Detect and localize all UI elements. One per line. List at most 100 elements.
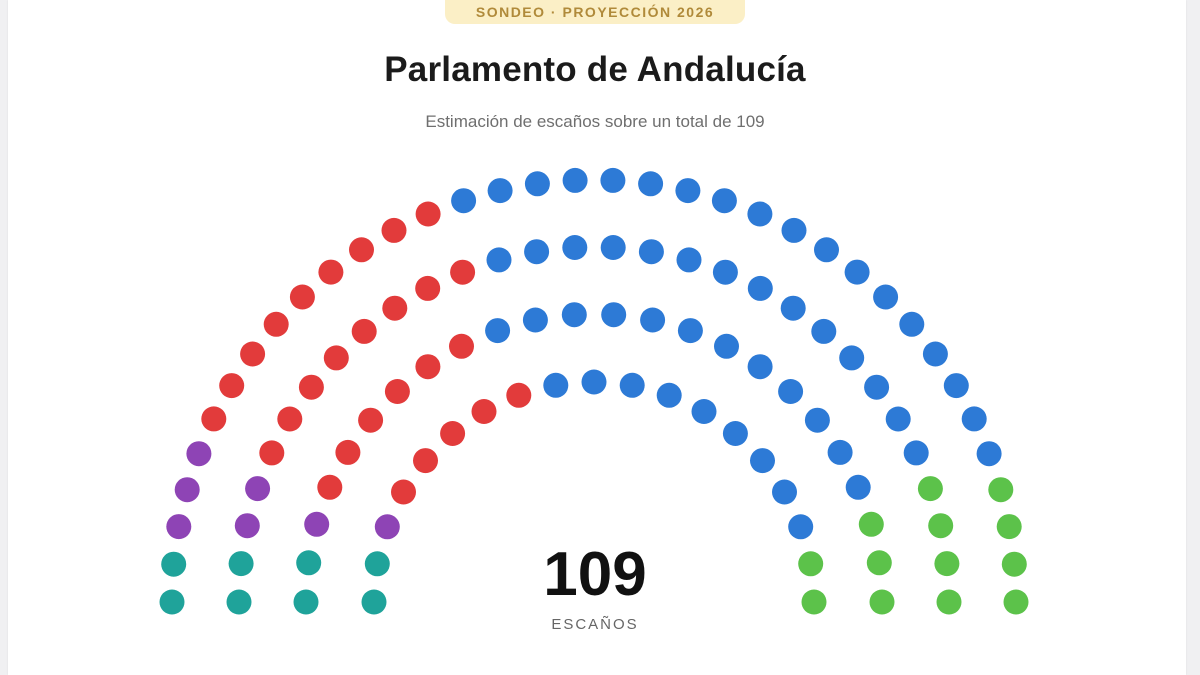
seat-dot: [866, 550, 892, 576]
seat-dot: [174, 477, 200, 503]
seat-dot: [936, 589, 962, 615]
seat-dot: [600, 167, 626, 193]
seat-dot: [186, 441, 212, 467]
seat-dot: [928, 513, 954, 539]
seat-dot: [349, 237, 374, 263]
seat-dot: [506, 382, 532, 408]
total-seats-value: 109: [543, 540, 647, 609]
seat-dot: [259, 440, 285, 466]
seat-dot: [747, 275, 773, 301]
seat-dot: [298, 374, 324, 400]
chart-subtitle: Estimación de escaños sobre un total de …: [425, 112, 765, 131]
seat-dot: [640, 307, 666, 333]
seat-dot: [845, 474, 871, 500]
seat-dot: [318, 259, 344, 285]
seat-dot: [450, 259, 476, 285]
seat-dot: [885, 406, 911, 432]
seat-dot: [234, 513, 260, 539]
seat-dot: [381, 217, 407, 243]
seat-dot: [364, 551, 390, 577]
seat-dot: [289, 284, 315, 310]
total-seats-label: ESCAÑOS: [551, 616, 639, 633]
seat-dot: [561, 302, 587, 328]
seat-dot: [811, 318, 837, 344]
seat-dot: [656, 382, 682, 408]
seat-dot: [711, 188, 737, 214]
seat-dot: [778, 379, 804, 404]
seat-dot: [543, 372, 569, 398]
seat-dot: [263, 311, 289, 337]
seat-dot: [159, 589, 185, 615]
seat-dot: [524, 239, 550, 265]
seat-dot: [277, 406, 303, 432]
seat-dot: [323, 345, 349, 371]
seat-dot: [827, 439, 853, 465]
seat-dot: [524, 171, 550, 197]
seat-dot: [750, 448, 775, 474]
seat-dot: [691, 399, 717, 424]
seat-dot: [335, 439, 361, 465]
seat-dot: [638, 239, 664, 265]
seat-dot: [471, 399, 497, 424]
seat-dot: [1001, 551, 1027, 577]
seat-dot: [374, 514, 400, 540]
poll-badge: SONDEO · PROYECCIÓN 2026: [445, 0, 745, 24]
seat-dot: [976, 441, 1002, 467]
seat-dot: [451, 188, 477, 214]
seat-dot: [801, 589, 827, 615]
seat-dot: [296, 550, 322, 576]
seat-dot: [161, 551, 187, 577]
seat-dot: [676, 247, 702, 273]
seat-dot: [562, 235, 588, 260]
seat-dot: [415, 275, 441, 301]
seat-dot: [562, 167, 588, 193]
seat-dot: [903, 440, 929, 466]
seat-dot: [858, 511, 884, 537]
seat-dot: [899, 311, 925, 337]
seat-dot: [996, 514, 1022, 540]
seat-dot: [712, 259, 738, 285]
seat-dot: [293, 589, 319, 615]
seat-dot: [358, 407, 384, 433]
seat-dot: [415, 201, 441, 227]
seat-dot: [917, 476, 943, 502]
seat-dot: [304, 511, 330, 537]
seat-dot: [869, 589, 895, 615]
seat-dot: [317, 474, 343, 500]
seat-dot: [677, 318, 703, 344]
seat-dot: [487, 178, 513, 204]
seat-dot: [219, 373, 245, 399]
seat-dot: [714, 333, 739, 359]
seat-dot: [922, 341, 948, 367]
seat-dot: [226, 589, 252, 615]
seat-dot: [814, 237, 839, 263]
seat-dot: [240, 341, 266, 367]
seat-dot: [486, 247, 512, 273]
seat-dot: [747, 354, 773, 380]
seat-dot: [382, 295, 408, 321]
chart-title: Parlamento de Andalucía: [384, 50, 806, 89]
seat-dot: [384, 379, 410, 404]
seat-dot: [675, 178, 701, 204]
seat-dot: [166, 514, 192, 540]
seat-dot: [413, 448, 438, 474]
seat-dot: [440, 421, 466, 446]
seat-dot: [864, 374, 890, 400]
seat-dot: [844, 259, 870, 285]
seat-dot: [619, 372, 645, 398]
seat-dot: [798, 551, 824, 577]
seat-dot: [772, 479, 797, 505]
seat-dot: [934, 551, 960, 577]
seat-dot: [804, 407, 830, 433]
seat-dot: [839, 345, 865, 371]
seat-dot: [581, 369, 607, 395]
seat-dot: [943, 373, 969, 399]
seat-dot: [449, 333, 474, 359]
seat-dot: [747, 201, 773, 227]
seat-dot: [601, 302, 627, 328]
seat-dot: [638, 171, 664, 197]
seat-dot: [780, 295, 806, 321]
seat-dot: [351, 318, 377, 344]
seat-dot: [485, 318, 511, 344]
